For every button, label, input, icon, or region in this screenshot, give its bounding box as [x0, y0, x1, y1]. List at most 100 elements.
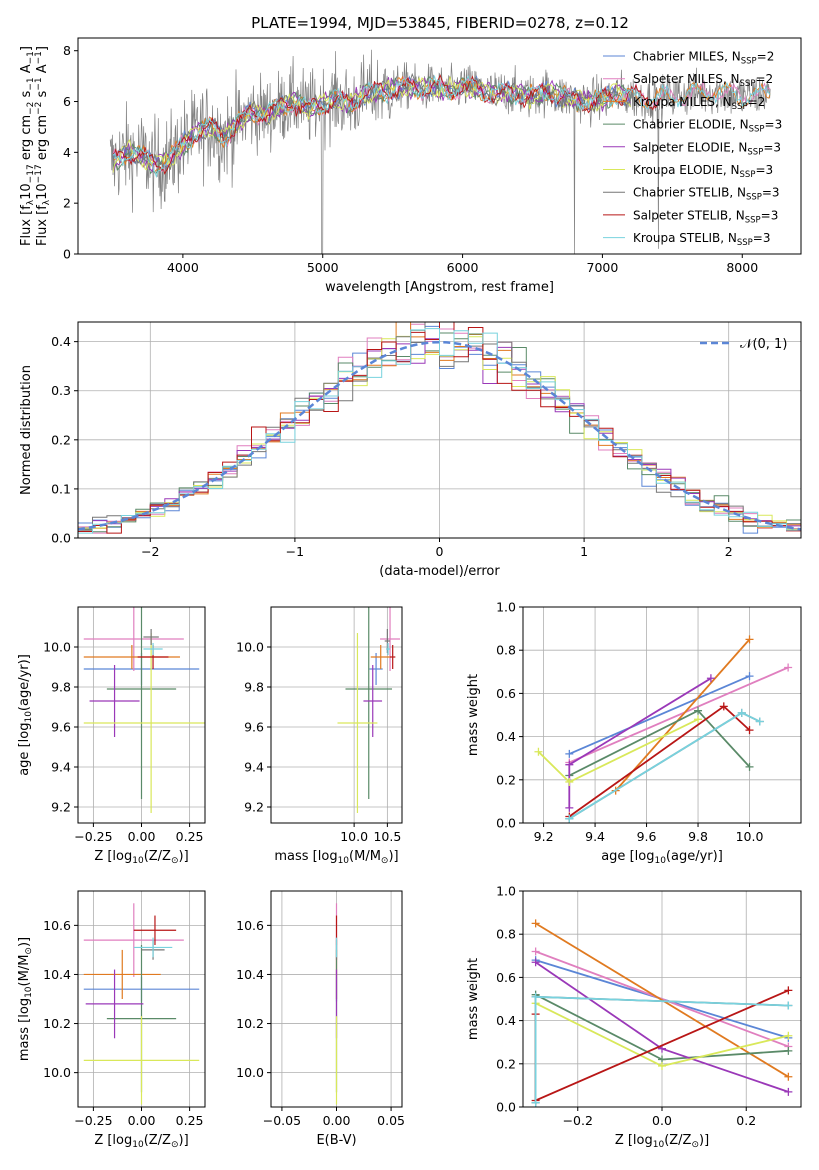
x-axis-label-part: (M/M: [349, 849, 381, 864]
y-axis-label-part: −1: [26, 51, 36, 64]
x-axis-label-part: )]: [699, 1133, 709, 1148]
x-tick-label: 9.8: [688, 829, 708, 844]
age-vs-mass-plot-area: [337, 607, 401, 813]
legend-label-tail: =3: [763, 140, 781, 154]
weight-point-se: [706, 674, 715, 683]
x-tick-label: 7000: [587, 260, 619, 275]
axes-frame: [77, 37, 802, 255]
y-axis-label-part: ⊙: [24, 947, 34, 955]
y-axis-label-part: 10: [35, 183, 50, 200]
legend-label-main: Chabrier MILES, N: [633, 50, 741, 64]
weight-point-ke: [565, 777, 574, 786]
y-axis-label-part: −17: [26, 164, 36, 183]
weight-point-ce: [745, 762, 754, 771]
weight-vs-Z-plot-area: [531, 919, 793, 1107]
y-axis-label-part: 10: [24, 986, 34, 998]
weight-line-km: [615, 638, 751, 792]
x-axis-label-part: (age/yr)]: [666, 849, 723, 864]
x-axis-label-part: ⊙: [171, 1140, 179, 1150]
y-tick-label: 10.2: [236, 1016, 264, 1031]
x-tick-label: 2: [725, 544, 733, 559]
legend-label-main: Salpeter STELIB, N: [633, 208, 745, 222]
x-tick-label: 10.5: [373, 829, 401, 844]
weight-point-sm: [531, 947, 540, 956]
legend-label-sub: SSP: [746, 193, 762, 203]
y-axis-label-part: Flux [f: [35, 205, 50, 246]
y-tick-label: 0.2: [496, 772, 516, 787]
x-tick-label: 5000: [307, 260, 339, 275]
y-axis-label-part: A: [19, 64, 34, 77]
x-tick-label: 9.6: [637, 829, 657, 844]
model-spectrum-cs: [112, 72, 631, 170]
weight-vs-Z-panel: −0.2 0.0 0.2 0.0 0.2 0.4 0.6 0.8 1.0 Z [log10(Z/Z…: [466, 884, 802, 1150]
gaussian-curve: [78, 340, 801, 531]
weight-point-km: [531, 919, 540, 928]
weight-line-sm: [535, 950, 789, 1048]
y-tick-label: 9.6: [51, 720, 71, 735]
y-axis-label: Flux [fλ10−17 erg cm−2 s−1 A−1]: [34, 46, 52, 246]
x-axis-label: Z [log10(Z/Z⊙)]: [94, 849, 188, 866]
x-axis-label: wavelength [Angstrom, rest frame]: [325, 280, 554, 295]
legend-label: Chabrier ELODIE, NSSP=3: [633, 118, 782, 135]
legend-label-tail: =2: [755, 72, 773, 86]
spectrum-plot-area: [109, 49, 771, 254]
legend-label-main: Kroupa ELODIE, N: [633, 163, 740, 177]
weight-point-km: [784, 1072, 793, 1081]
x-axis-label-part: Z [log: [94, 1133, 132, 1148]
x-tick-label: 9.2: [534, 829, 554, 844]
y-axis-label-part: λ: [42, 199, 52, 205]
x-tick-label: 0.00: [128, 1113, 156, 1128]
y-tick-label: 0.4: [496, 729, 516, 744]
legend-label: Salpeter STELIB, NSSP=3: [633, 208, 778, 225]
y-axis-label: Flux [fλ10−17 erg cm−2 s−1 A−1]: [19, 46, 36, 246]
weight-point-sm: [784, 663, 793, 672]
x-axis-label-part: )]: [179, 1133, 189, 1148]
mass-vs-Z-plot-area: [83, 903, 200, 1105]
legend-label: Kroupa STELIB, NSSP=3: [633, 231, 771, 248]
x-axis-label-part: 10: [338, 856, 350, 866]
legend-label-sub: SSP: [732, 102, 748, 112]
weight-point-cm: [565, 749, 574, 758]
y-tick-label: 1.0: [496, 600, 516, 615]
y-axis-label-part: s: [19, 90, 34, 101]
x-axis-label-part: 10: [132, 1140, 144, 1150]
weight-point-se: [784, 1087, 793, 1096]
legend-label: Chabrier MILES, NSSP=2: [633, 50, 774, 67]
weight-point-cm: [745, 672, 754, 681]
weight-point-km: [745, 635, 754, 644]
legend-label-sub: SSP: [740, 170, 756, 180]
y-tick-label: 10.6: [43, 918, 71, 933]
x-axis-label: (data-model)/error: [379, 564, 500, 579]
y-tick-label: 9.4: [51, 760, 71, 775]
weight-point-ss: [745, 726, 754, 735]
weight-point-ks: [755, 717, 764, 726]
y-axis-label: mass [log10(M/M⊙)]: [17, 937, 34, 1061]
x-axis-label-part: 10: [132, 856, 144, 866]
x-tick-label: 0: [436, 544, 444, 559]
y-tick-label: 0.2: [496, 1056, 516, 1071]
x-tick-label: 0.00: [128, 829, 156, 844]
x-tick-label: 0.00: [323, 1113, 351, 1128]
y-tick-label: 9.2: [51, 800, 71, 815]
x-axis-label-part: ⊙: [171, 856, 179, 866]
legend-label: 𝒩(0, 1): [740, 337, 787, 352]
weight-point-ks: [531, 1098, 540, 1107]
y-tick-label: 0.8: [496, 643, 516, 658]
y-axis-label-part: λ: [26, 199, 36, 205]
y-tick-label: 0: [63, 247, 71, 262]
weight-line-sm: [568, 666, 789, 764]
x-tick-label: −0.25: [74, 829, 112, 844]
weight-line-cm: [568, 675, 750, 755]
x-tick-label: 0.05: [377, 1113, 405, 1128]
x-axis-label-part: ⊙: [381, 856, 389, 866]
legend-label-sub: SSP: [745, 215, 761, 225]
x-tick-label: 0.25: [176, 1113, 204, 1128]
x-tick-label: −0.05: [263, 1113, 301, 1128]
y-tick-label: 9.8: [51, 680, 71, 695]
mass-vs-EBV-panel: −0.05 0.00 0.05 10.0 10.2 10.4 10.6 E(B-V): [236, 890, 405, 1148]
y-tick-label: 6: [63, 94, 71, 109]
legend-label-tail: =3: [755, 163, 773, 177]
